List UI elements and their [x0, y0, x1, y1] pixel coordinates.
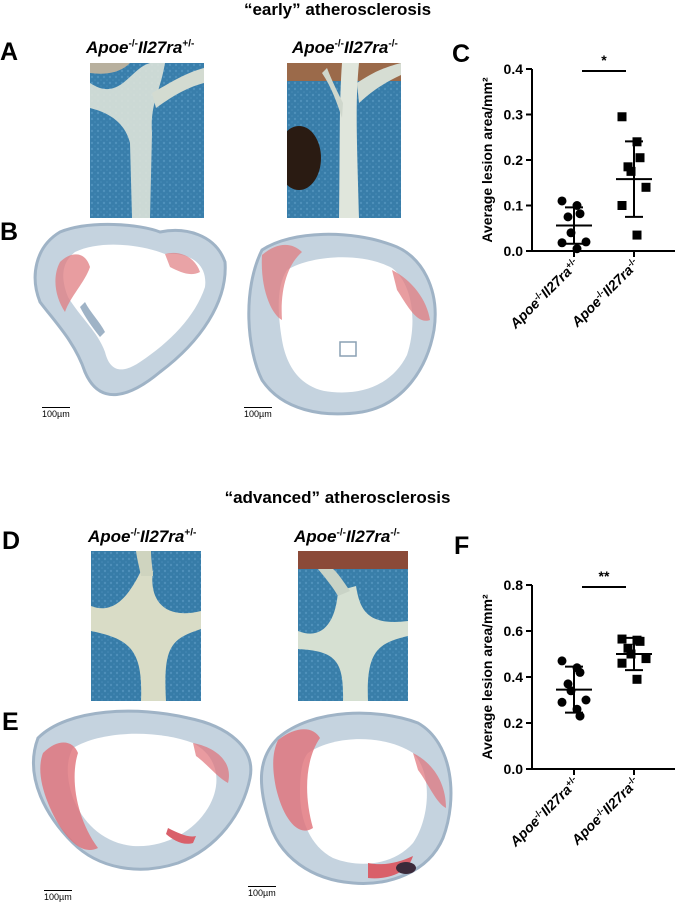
data-point — [617, 634, 627, 644]
y-tick-label: 0.1 — [504, 198, 524, 214]
scale-bar-het-advanced: 100µm — [44, 890, 72, 902]
panel-letter-f: F — [454, 532, 470, 560]
aorta-photo-het-early — [90, 63, 204, 218]
y-axis-label: Average lesion area/mm² — [480, 594, 495, 760]
data-point — [623, 162, 633, 172]
histology-section-ko-early — [247, 232, 437, 416]
data-point — [632, 674, 642, 684]
scale-bar-het-early: 100µm — [42, 407, 70, 419]
significance-label: ** — [599, 568, 610, 584]
data-point — [635, 636, 645, 646]
scale-bar-ko-advanced: 100µm — [248, 886, 276, 898]
data-point — [581, 695, 591, 705]
data-point — [575, 667, 585, 677]
scale-bar-ko-early: 100µm — [244, 407, 272, 419]
y-tick-label: 0.0 — [504, 761, 524, 777]
y-tick-label: 0.4 — [504, 61, 524, 77]
data-point — [641, 182, 651, 192]
data-point — [557, 196, 567, 206]
genotype-label-het-early: Apoe-/-Il27ra+/- — [86, 38, 195, 57]
panel-letter-a: A — [0, 38, 19, 66]
data-point — [557, 697, 567, 707]
aorta-photo-het-advanced — [91, 551, 201, 701]
data-point — [581, 237, 591, 247]
y-tick-label: 0.6 — [504, 623, 524, 639]
early-section-title: “early” atherosclerosis — [243, 0, 432, 19]
panel-letter-b: B — [0, 218, 19, 246]
y-tick-label: 0.3 — [504, 107, 524, 123]
y-tick-label: 0.2 — [504, 715, 524, 731]
aorta-photo-ko-early — [287, 63, 401, 218]
genotype-label-ko-advanced: Apoe-/-Il27ra-/- — [294, 527, 400, 546]
data-point — [626, 166, 636, 176]
y-axis-label: Average lesion area/mm² — [480, 77, 495, 243]
significance-label: * — [601, 55, 607, 68]
y-tick-label: 0.8 — [504, 577, 524, 593]
y-tick-label: 0.4 — [504, 669, 524, 685]
histology-section-het-advanced — [32, 709, 253, 871]
data-point — [572, 244, 582, 254]
histology-section-het-early — [33, 222, 227, 397]
panel-letter-d: D — [2, 527, 21, 555]
x-category-label: Apoe-/-Il27ra-/- — [567, 774, 642, 849]
data-point — [557, 238, 567, 248]
advanced-section-title: “advanced” atherosclerosis — [224, 488, 451, 507]
data-point — [563, 679, 573, 689]
lesion-chart-advanced: Average lesion area/mm² 0.0 0.2 0.4 0.6 0.8 Ap… — [480, 568, 675, 850]
data-point — [575, 711, 585, 721]
y-tick-label: 0.0 — [504, 243, 524, 259]
data-point — [641, 654, 651, 664]
data-point — [575, 209, 585, 219]
data-point — [557, 656, 567, 666]
aorta-photo-ko-advanced — [298, 551, 408, 701]
data-point — [623, 643, 633, 653]
panel-letter-c: C — [452, 40, 471, 68]
panel-letter-e: E — [2, 708, 19, 736]
data-point — [617, 201, 627, 210]
data-point — [632, 230, 642, 240]
histology-section-ko-advanced — [259, 711, 453, 885]
genotype-label-ko-early: Apoe-/-Il27ra-/- — [292, 38, 398, 57]
x-category-label: Apoe-/-Il27ra-/- — [567, 256, 642, 331]
data-point — [563, 212, 573, 222]
y-tick-label: 0.2 — [504, 152, 524, 168]
genotype-label-het-advanced: Apoe-/-Il27ra+/- — [88, 527, 197, 546]
data-point — [617, 112, 627, 122]
data-point — [617, 658, 627, 668]
lesion-chart-early: Average lesion area/mm² 0.0 0.1 0.2 0.3 0.4 Ap… — [480, 55, 675, 332]
data-point — [635, 153, 645, 163]
